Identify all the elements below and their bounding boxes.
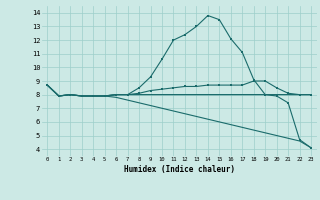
X-axis label: Humidex (Indice chaleur): Humidex (Indice chaleur) [124, 165, 235, 174]
